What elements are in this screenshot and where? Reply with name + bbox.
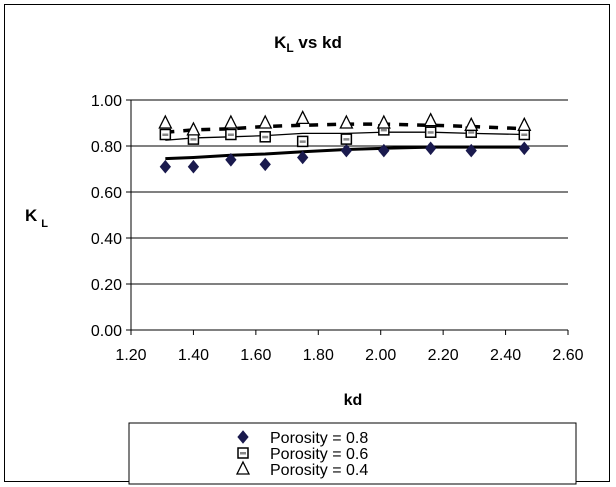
data-point-series-2-inner: [162, 133, 169, 136]
data-point-series-2-inner: [299, 140, 306, 143]
legend-label-series-1: Porosity = 0.8: [270, 430, 368, 447]
data-point-series-3: [423, 112, 438, 127]
plot-layer: 0.00 0.20 0.40 0.60 0.80 1.00 1.20 1.40 1.60 1.80…: [91, 93, 584, 364]
data-point-series-3: [186, 121, 201, 136]
y-axis-label-main: K: [25, 206, 38, 225]
data-point-series-2-inner: [380, 128, 387, 132]
x-tick-label: 2.60: [552, 347, 583, 364]
data-point-series-2: [296, 135, 309, 148]
legend-marker-series-3: [235, 460, 251, 475]
data-point-series-1: [518, 141, 530, 156]
data-point-series-3: [158, 114, 173, 129]
chart-title: KL vs kd: [274, 33, 342, 55]
legend-marker-series-2-inner: [240, 452, 246, 455]
data-point-series-2: [225, 128, 237, 141]
x-tick-label: 2.20: [428, 347, 459, 364]
data-point-series-3: [376, 114, 391, 129]
data-point-series-1: [465, 143, 477, 158]
data-point-series-3: [464, 116, 479, 131]
chart-title-rest: vs kd: [294, 33, 342, 52]
x-tick-label: 1.20: [115, 347, 146, 364]
chart-title-sub: L: [286, 41, 293, 55]
chart-title-main: K: [274, 33, 287, 52]
y-tick-label: 0.80: [91, 139, 122, 156]
data-point-series-2: [187, 133, 200, 145]
data-point-series-1: [159, 159, 171, 174]
legend-label-series-2: Porosity = 0.6: [270, 446, 368, 463]
y-tick-label: 0.60: [91, 185, 122, 202]
x-tick-label: 1.80: [303, 347, 334, 364]
trendline-series-2: [165, 131, 525, 141]
data-point-series-1: [297, 150, 309, 165]
x-axis-label: kd: [344, 392, 363, 409]
y-tick-label: 1.00: [91, 93, 122, 110]
data-point-series-1: [259, 157, 271, 172]
data-point-series-2-inner: [227, 133, 234, 136]
data-point-series-2-inner: [427, 131, 434, 134]
data-point-series-2: [340, 133, 353, 145]
data-point-series-3: [295, 109, 310, 125]
data-point-series-2: [424, 126, 437, 138]
x-tick-label: 2.40: [490, 347, 521, 364]
data-point-series-1: [187, 159, 200, 174]
data-point-series-1: [425, 141, 437, 156]
data-point-series-2-inner: [468, 131, 475, 134]
x-tick-label: 2.00: [365, 347, 396, 364]
data-point-series-2-inner: [343, 138, 350, 141]
data-point-series-2: [159, 128, 172, 141]
y-axis-label-sub: L: [41, 218, 48, 230]
x-tick-label: 1.40: [178, 347, 209, 364]
trendline-series-1: [165, 145, 525, 161]
data-point-series-1: [340, 143, 353, 158]
y-tick-label: 0.20: [91, 277, 122, 294]
chart-frame: [4, 4, 610, 482]
legend-marker-series-2: [237, 447, 249, 459]
x-tick-label: 1.60: [240, 347, 271, 364]
data-point-series-3: [517, 116, 532, 131]
legend-label-series-3: Porosity = 0.4: [270, 462, 368, 479]
data-point-series-3: [339, 114, 354, 129]
legend-box: [128, 422, 577, 485]
data-point-series-3: [223, 114, 238, 129]
data-point-series-2-inner: [262, 135, 269, 139]
y-tick-label: 0.40: [91, 231, 122, 248]
data-point-series-2-inner: [521, 133, 528, 136]
data-point-series-2: [259, 131, 271, 143]
data-point-series-2-inner: [190, 138, 197, 141]
data-point-series-3: [258, 114, 273, 129]
y-tick-label: 0.00: [91, 323, 122, 340]
data-point-series-2: [518, 128, 531, 141]
legend-marker-series-1: [237, 430, 249, 444]
data-point-series-1: [225, 153, 237, 167]
data-point-series-1: [378, 143, 390, 158]
